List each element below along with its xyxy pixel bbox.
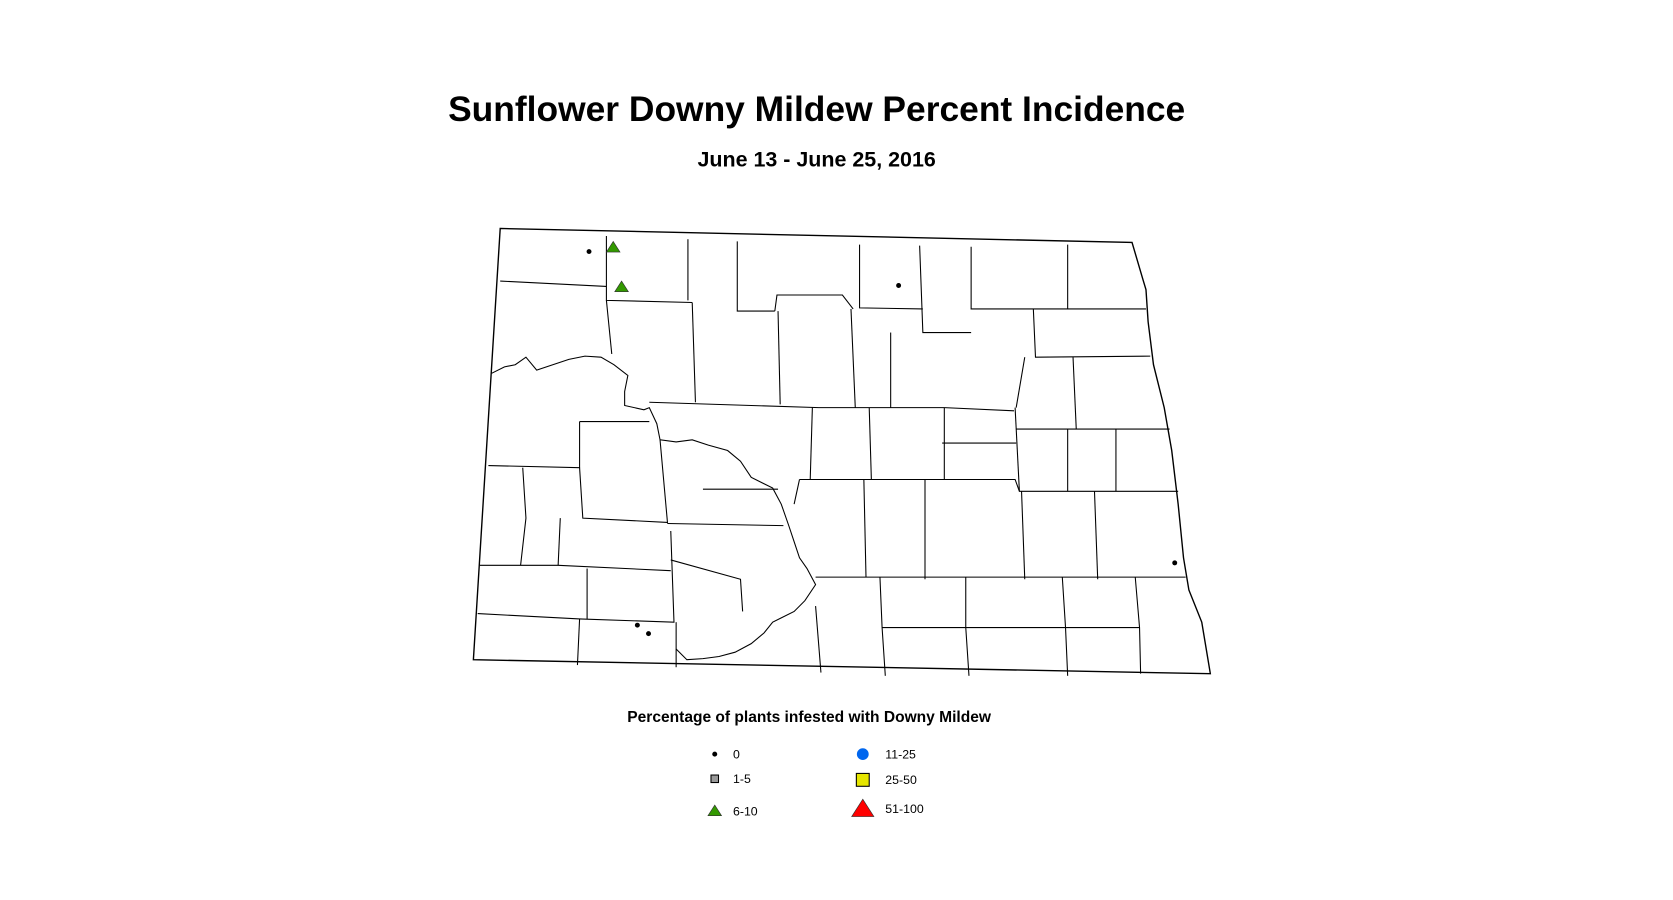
county-boundaries: [477, 235, 1186, 676]
county-boundary: [605, 300, 613, 355]
county-boundary: [649, 401, 1015, 412]
county-boundary: [520, 467, 527, 566]
county-boundary: [815, 606, 822, 673]
legend-item: 11-25: [856, 747, 916, 761]
county-boundary: [919, 245, 972, 334]
legend-symbol-dot: [712, 751, 718, 757]
county-boundary: [1072, 357, 1077, 430]
legend-title: Percentage of plants infested with Downy…: [627, 709, 992, 726]
county-boundary: [868, 407, 872, 480]
legend-symbol-square: [710, 774, 720, 784]
county-boundary: [691, 302, 696, 403]
county-boundary: [809, 407, 813, 480]
county-boundary: [576, 618, 581, 666]
legend-label: 0: [733, 747, 740, 761]
legend-item: 25-50: [855, 772, 917, 787]
legend-symbol-square: [855, 772, 870, 787]
observation-triangle: [614, 280, 629, 292]
county-boundary: [863, 479, 867, 578]
county-boundary: [1021, 491, 1026, 580]
state-outline: [472, 227, 1212, 675]
legend-label: 6-10: [733, 804, 758, 818]
observation-points: [586, 240, 1178, 637]
county-boundary: [799, 478, 1179, 492]
observation-dot: [634, 622, 640, 628]
legend-symbol-triangle: [707, 804, 723, 817]
county-boundary: [479, 564, 671, 572]
legend: Percentage of plants infested with Downy…: [627, 709, 992, 818]
county-boundary: [736, 241, 775, 312]
county-boundary: [579, 467, 668, 523]
legend-item: 0: [712, 747, 740, 761]
north-dakota-map: [472, 227, 1212, 676]
legend-label: 51-100: [885, 802, 924, 816]
county-boundary: [557, 518, 561, 566]
county-boundary: [1067, 244, 1146, 310]
legend-label: 11-25: [885, 747, 916, 761]
legend-item: 6-10: [707, 804, 758, 818]
legend-symbol-triangle: [851, 798, 875, 817]
observation-dot: [646, 631, 651, 637]
legend-label: 25-50: [885, 773, 917, 787]
county-boundary: [500, 280, 607, 287]
observation-triangle: [605, 240, 621, 253]
county-boundary: [850, 308, 856, 408]
missouri-river: [491, 355, 817, 661]
observation-dot: [896, 283, 902, 288]
observation-dot: [586, 249, 592, 255]
county-boundary: [1093, 491, 1099, 580]
legend-symbol-circle: [856, 748, 869, 761]
county-boundary: [859, 244, 923, 310]
county-boundary: [1014, 407, 1020, 492]
county-boundary: [970, 246, 1068, 310]
county-boundary: [774, 294, 854, 312]
county-boundary: [1032, 308, 1151, 358]
county-boundary: [659, 439, 669, 524]
legend-item: 51-100: [851, 798, 924, 817]
county-boundary: [1015, 357, 1026, 408]
county-boundary: [793, 479, 801, 505]
county-boundary: [477, 530, 675, 623]
legend-item: 1-5: [710, 772, 751, 786]
map-title: Sunflower Downy Mildew Percent Incidence: [448, 90, 1185, 129]
county-boundary: [777, 311, 781, 405]
county-boundary: [667, 522, 784, 527]
map-subtitle: June 13 - June 25, 2016: [697, 147, 935, 171]
observation-dot: [1172, 560, 1178, 566]
county-boundary: [670, 559, 744, 612]
legend-label: 1-5: [733, 772, 751, 786]
